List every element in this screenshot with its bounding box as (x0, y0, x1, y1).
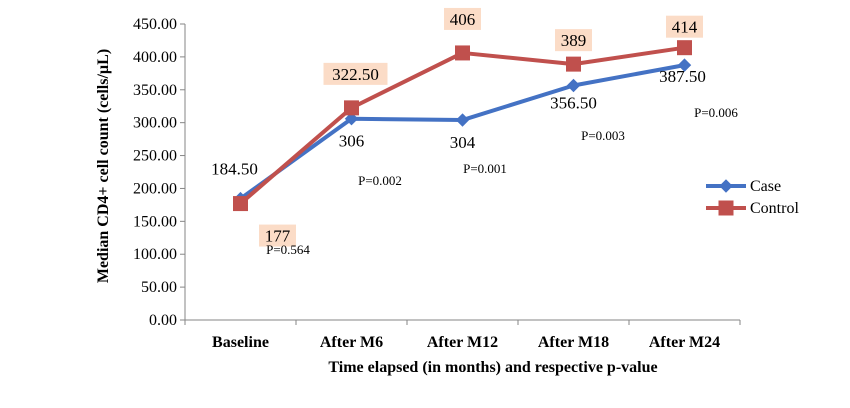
data-label-control: 406 (450, 10, 476, 29)
data-label-case: 387.50 (659, 67, 706, 86)
data-label-bg-control (323, 62, 388, 85)
data-label-bg-control (555, 29, 592, 52)
series-case (233, 58, 692, 206)
y-tick-label: 0.00 (149, 312, 177, 329)
legend-item-case: Case (706, 178, 781, 195)
y-tick-label: 50.00 (141, 279, 177, 296)
p-value-labels: P=0.564 P=0.002 P=0.001 P=0.003 P=0.006 (266, 105, 738, 257)
data-label-case: 184.50 (211, 160, 258, 179)
data-label-case: 304 (450, 133, 476, 152)
p-value-label: P=0.564 (266, 242, 310, 257)
y-tick-label: 150.00 (133, 213, 177, 230)
data-point-case (566, 78, 581, 93)
data-point-case (677, 58, 692, 72)
y-axis-ticks: 0.00 50.00 100.00 150.00 200.00 250.00 300.00 3… (133, 16, 185, 329)
data-label-control: 322.50 (332, 65, 379, 84)
data-label-case: 306 (339, 132, 365, 151)
data-label-bg-control (666, 15, 703, 38)
y-tick-label: 450.00 (133, 16, 177, 33)
x-tick-label: Baseline (212, 334, 269, 351)
legend-label: Case (750, 178, 781, 195)
x-axis-ticks: Baseline After M6 After M12 After M18 After … (184, 320, 741, 351)
data-point-case (344, 112, 359, 126)
data-label-control: 389 (561, 31, 587, 50)
data-label-bg-control (259, 224, 296, 247)
legend-marker (718, 200, 734, 216)
y-tick-label: 400.00 (133, 49, 177, 66)
data-point-case (455, 113, 470, 127)
data-label-control: 177 (265, 227, 291, 246)
y-tick-label: 300.00 (133, 115, 177, 132)
x-axis-title: Time elapsed (in months) and respective … (328, 359, 657, 376)
data-label-case: 356.50 (550, 94, 597, 113)
data-point-control (344, 100, 359, 116)
data-point-control (677, 40, 692, 56)
y-tick-label: 100.00 (133, 246, 177, 263)
data-point-control (566, 56, 581, 72)
data-label-control: 414 (672, 18, 698, 37)
legend-label: Control (750, 200, 799, 217)
legend-marker (719, 179, 733, 193)
x-tick-label: After M24 (649, 334, 720, 351)
series-control (233, 40, 692, 212)
x-tick-label: After M18 (538, 334, 609, 351)
y-tick-label: 200.00 (133, 180, 177, 197)
data-point-control (455, 45, 470, 61)
p-value-label: P=0.003 (581, 128, 625, 143)
data-point-control (233, 196, 248, 212)
p-value-label: P=0.002 (358, 173, 402, 188)
series-layer (233, 40, 692, 212)
y-axis-title: Median CD4+ cell count (cells/µL) (95, 49, 112, 283)
legend: Case Control (706, 178, 799, 217)
data-labels: 184.50 306 304 356.50 387.50 177 322.50 406 389 4… (211, 7, 706, 247)
p-value-label: P=0.006 (694, 105, 738, 120)
p-value-label: P=0.001 (463, 161, 507, 176)
y-tick-label: 350.00 (133, 82, 177, 99)
x-tick-label: After M12 (427, 334, 498, 351)
x-tick-label: After M6 (320, 334, 383, 351)
legend-item-control: Control (706, 200, 799, 217)
data-label-bg-control (444, 7, 481, 30)
y-tick-label: 250.00 (133, 148, 177, 165)
